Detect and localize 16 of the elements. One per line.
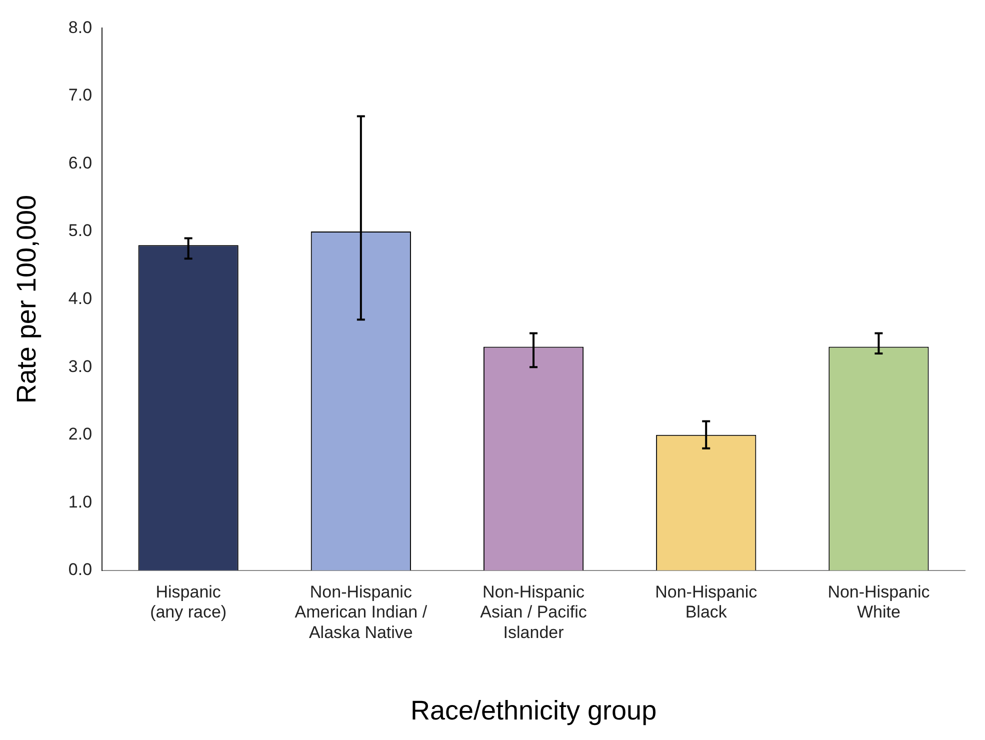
- y-tick-label: 8.0: [68, 18, 92, 37]
- y-tick-label: 2.0: [68, 424, 92, 444]
- y-tick-label: 0.0: [68, 560, 92, 580]
- x-tick-label: Non-Hispanic American Indian / Alaska Native: [294, 582, 428, 642]
- x-tick-label: Hispanic (any race): [150, 582, 227, 622]
- y-axis-title: Rate per 100,000: [12, 194, 42, 404]
- x-axis-title: Race/ethnicity group: [410, 695, 657, 726]
- x-tick-label: Non-Hispanic Black: [655, 582, 758, 622]
- y-tick-label: 7.0: [68, 86, 92, 105]
- y-tick-label: 1.0: [68, 492, 92, 512]
- x-tick-label: Non-Hispanic White: [828, 582, 930, 622]
- y-tick-label: 3.0: [68, 356, 92, 376]
- y-tick-label: 4.0: [68, 288, 92, 308]
- y-tick-label: 6.0: [68, 153, 92, 172]
- y-tick-label: 5.0: [68, 221, 92, 240]
- x-tick-label: Non-Hispanic Asian / Pacific Islander: [480, 582, 588, 642]
